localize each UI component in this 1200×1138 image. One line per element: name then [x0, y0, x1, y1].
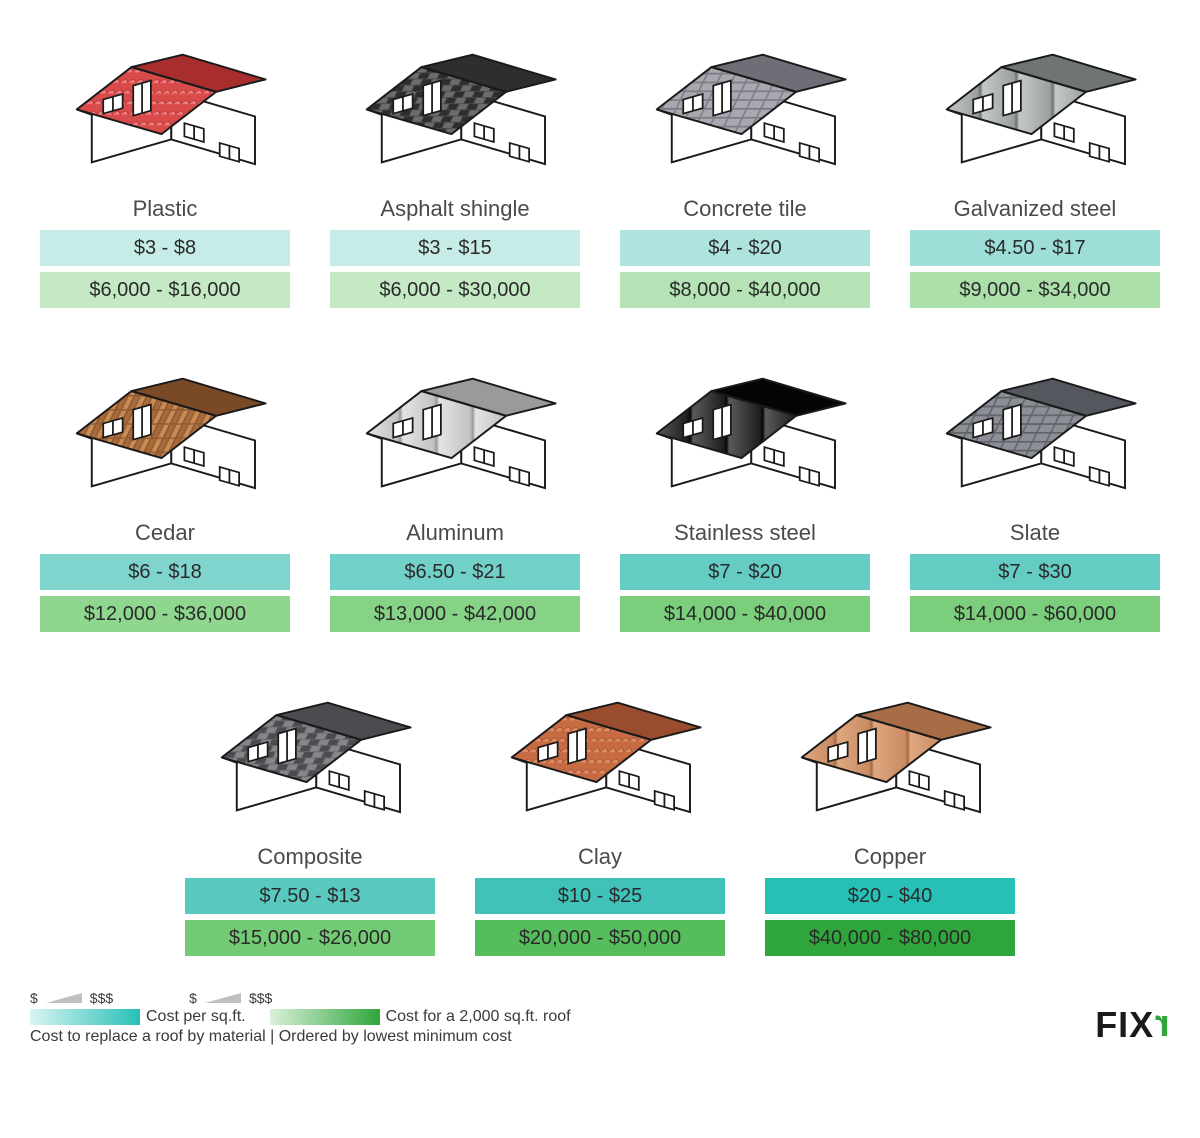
wedge-icon	[46, 993, 82, 1003]
house-illustration	[180, 668, 440, 838]
material-name: Copper	[854, 844, 926, 870]
wedge-icon	[205, 993, 241, 1003]
material-name: Plastic	[133, 196, 198, 222]
cost-per-sqft-bar: $6.50 - $21	[330, 554, 580, 590]
cost-total-bar: $13,000 - $42,000	[330, 596, 580, 632]
legend-low-1: $	[30, 990, 38, 1006]
cost-total-bar: $20,000 - $50,000	[475, 920, 725, 956]
house-illustration	[35, 344, 295, 514]
cost-total-bar: $6,000 - $16,000	[40, 272, 290, 308]
material-name: Concrete tile	[683, 196, 807, 222]
material-card: Plastic $3 - $8 $6,000 - $16,000	[35, 20, 295, 314]
material-name: Galvanized steel	[954, 196, 1117, 222]
material-card: Clay $10 - $25 $20,000 - $50,000	[470, 668, 730, 962]
legend-gradient-total	[270, 1009, 380, 1025]
cost-per-sqft-bar: $10 - $25	[475, 878, 725, 914]
material-card: Copper $20 - $40 $40,000 - $80,000	[760, 668, 1020, 962]
material-name: Aluminum	[406, 520, 504, 546]
material-name: Asphalt shingle	[380, 196, 529, 222]
cost-total-bar: $14,000 - $40,000	[620, 596, 870, 632]
cost-total-bar: $6,000 - $30,000	[330, 272, 580, 308]
legend-low-2: $	[189, 990, 197, 1006]
material-name: Stainless steel	[674, 520, 816, 546]
material-card: Concrete tile $4 - $20 $8,000 - $40,000	[615, 20, 875, 314]
material-name: Composite	[257, 844, 362, 870]
house-illustration	[905, 20, 1165, 190]
cost-total-bar: $15,000 - $26,000	[185, 920, 435, 956]
house-illustration	[325, 344, 585, 514]
house-illustration	[325, 20, 585, 190]
cost-total-bar: $40,000 - $80,000	[765, 920, 1015, 956]
cost-total-bar: $14,000 - $60,000	[910, 596, 1160, 632]
grid-row: Composite $7.50 - $13 $15,000 - $26,000	[30, 668, 1170, 962]
house-illustration	[470, 668, 730, 838]
cost-per-sqft-bar: $20 - $40	[765, 878, 1015, 914]
legend-high-2: $$$	[249, 990, 272, 1006]
material-name: Cedar	[135, 520, 195, 546]
material-card: Asphalt shingle $3 - $15 $6,000 - $30,000	[325, 20, 585, 314]
material-name: Slate	[1010, 520, 1060, 546]
house-illustration	[760, 668, 1020, 838]
logo-accent: r	[1154, 1003, 1170, 1046]
cost-per-sqft-bar: $4.50 - $17	[910, 230, 1160, 266]
cost-per-sqft-bar: $3 - $8	[40, 230, 290, 266]
legend-gradient-sqft	[30, 1009, 140, 1025]
cost-per-sqft-bar: $7 - $30	[910, 554, 1160, 590]
logo: FIXr	[1095, 1003, 1170, 1046]
house-illustration	[615, 20, 875, 190]
cost-total-bar: $12,000 - $36,000	[40, 596, 290, 632]
material-card: Stainless steel $7 - $20 $14,000 - $40,000	[615, 344, 875, 638]
legend-sqft-label: Cost per sq.ft.	[146, 1008, 246, 1026]
legend-high-1: $$$	[90, 990, 113, 1006]
legend-total-label: Cost for a 2,000 sq.ft. roof	[386, 1008, 571, 1026]
material-grid: Plastic $3 - $8 $6,000 - $16,000	[30, 20, 1170, 962]
cost-per-sqft-bar: $3 - $15	[330, 230, 580, 266]
legend-caption: Cost to replace a roof by material | Ord…	[30, 1028, 571, 1046]
legend: $ $$$ $ $$$ Cost per sq.ft. Cost for a 2…	[30, 990, 571, 1046]
cost-total-bar: $8,000 - $40,000	[620, 272, 870, 308]
legend-total: $ $$$	[189, 990, 272, 1006]
cost-per-sqft-bar: $6 - $18	[40, 554, 290, 590]
cost-per-sqft-bar: $4 - $20	[620, 230, 870, 266]
material-card: Galvanized steel $4.50 - $17 $9,000 - $34,…	[905, 20, 1165, 314]
house-illustration	[35, 20, 295, 190]
logo-text: FIX	[1095, 1004, 1154, 1046]
material-card: Cedar $6 - $18 $12,000 - $36,000	[35, 344, 295, 638]
grid-row: Plastic $3 - $8 $6,000 - $16,000	[30, 20, 1170, 314]
grid-row: Cedar $6 - $18 $12,000 - $36,000	[30, 344, 1170, 638]
cost-per-sqft-bar: $7 - $20	[620, 554, 870, 590]
legend-sqft: $ $$$	[30, 990, 113, 1006]
material-card: Slate $7 - $30 $14,000 - $60,000	[905, 344, 1165, 638]
footer: $ $$$ $ $$$ Cost per sq.ft. Cost for a 2…	[30, 962, 1170, 1046]
house-illustration	[905, 344, 1165, 514]
material-card: Composite $7.50 - $13 $15,000 - $26,000	[180, 668, 440, 962]
material-card: Aluminum $6.50 - $21 $13,000 - $42,000	[325, 344, 585, 638]
cost-per-sqft-bar: $7.50 - $13	[185, 878, 435, 914]
house-illustration	[615, 344, 875, 514]
material-name: Clay	[578, 844, 622, 870]
cost-total-bar: $9,000 - $34,000	[910, 272, 1160, 308]
